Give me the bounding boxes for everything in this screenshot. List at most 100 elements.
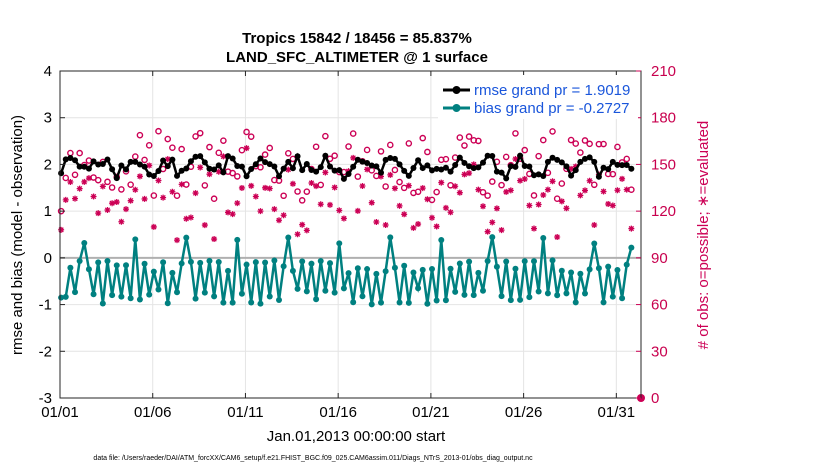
possible-marker — [488, 178, 496, 185]
rmse-point — [364, 160, 371, 167]
bias-point — [187, 258, 194, 265]
rmse-point — [127, 158, 134, 165]
rmse-point — [401, 167, 408, 174]
evaluated-marker — [577, 192, 584, 199]
bias-point — [507, 297, 514, 304]
rmse-point — [192, 153, 199, 160]
bias-point — [257, 300, 264, 307]
evaluated-marker — [373, 218, 380, 225]
possible-marker — [210, 195, 218, 203]
bias-point — [252, 259, 259, 266]
x-tick-label: 01/01 — [41, 404, 79, 421]
bias-point — [350, 299, 357, 306]
bias-point — [67, 264, 74, 271]
bias-point — [313, 296, 320, 303]
evaluated-marker — [331, 184, 338, 191]
bias-point — [378, 299, 385, 306]
rmse-point — [605, 166, 612, 173]
legend-rmse-marker — [452, 86, 461, 94]
bias-point — [150, 268, 157, 275]
possible-marker — [553, 195, 561, 202]
possible-marker — [391, 166, 399, 174]
evaluated-marker — [136, 173, 143, 180]
x-tick-label: 01/06 — [134, 404, 172, 421]
y-tick-label: -3 — [39, 390, 52, 407]
possible-marker — [243, 128, 250, 136]
y-tick-label: -1 — [39, 297, 52, 314]
bias-point — [299, 258, 306, 265]
possible-marker — [498, 181, 505, 189]
rmse-point — [150, 173, 157, 180]
possible-marker — [173, 192, 181, 199]
legend: rmse grand pr = 1.9019 bias grand pr = -… — [438, 75, 638, 119]
possible-marker — [405, 140, 413, 147]
evaluated-marker — [461, 171, 468, 178]
rmse-point — [480, 159, 487, 166]
rmse-point — [252, 161, 259, 168]
bias-point — [336, 240, 343, 247]
bias-point — [382, 268, 389, 275]
evaluated-marker — [174, 237, 181, 244]
evaluated-marker — [572, 163, 579, 170]
rmse-point — [317, 164, 324, 171]
bias-point — [572, 299, 579, 306]
bias-point — [178, 260, 185, 267]
rmse-point — [609, 158, 616, 165]
evaluated-marker — [424, 196, 431, 203]
evaluated-marker — [452, 183, 459, 190]
evaluated-marker — [81, 178, 88, 185]
rmse-point — [382, 156, 389, 163]
possible-marker — [567, 136, 575, 144]
rmse-point — [447, 168, 454, 175]
possible-marker — [145, 142, 153, 149]
bias-point — [174, 289, 181, 296]
possible-marker — [71, 171, 79, 179]
y-tick-labels: -3 -2 -1 0 1 2 3 4 — [39, 63, 52, 407]
y-right-tick-labels: 0 30 60 90 120 150 180 210 — [651, 63, 676, 407]
possible-marker — [502, 153, 510, 161]
rmse-point — [95, 161, 102, 168]
rmse-point — [563, 163, 570, 170]
bias-point — [164, 300, 171, 307]
x-tick-label: 01/16 — [319, 404, 357, 421]
bias-point — [549, 257, 556, 264]
evaluated-marker — [544, 186, 551, 193]
bias-point — [554, 292, 561, 299]
rmse-point — [294, 153, 301, 160]
possible-marker — [512, 130, 519, 137]
possible-marker — [280, 192, 287, 200]
evaluated-marker — [197, 164, 204, 171]
bias-point — [183, 234, 190, 241]
bias-point — [512, 265, 519, 272]
evaluated-marker — [507, 187, 514, 194]
evaluated-marker — [262, 184, 269, 191]
evaluated-marker — [132, 186, 139, 193]
evaluated-marker — [350, 154, 357, 161]
possible-marker — [104, 178, 111, 186]
possible-marker — [614, 143, 621, 151]
possible-marker — [414, 188, 422, 196]
evaluated-marker — [619, 175, 626, 182]
rmse-point — [405, 172, 412, 179]
rmse-point — [225, 153, 232, 160]
rmse-point — [572, 167, 579, 174]
bias-point — [132, 236, 139, 243]
rmse-point — [299, 167, 306, 174]
bias-point — [109, 292, 116, 299]
rmse-point — [123, 166, 130, 173]
bias-point — [308, 260, 315, 267]
evaluated-marker — [609, 202, 616, 209]
possible-marker — [331, 152, 338, 160]
chart-title-line1: Tropics 15842 / 18456 = 85.837% — [242, 30, 472, 47]
bias-point — [373, 270, 380, 277]
evaluated-marker — [127, 197, 134, 204]
y-right-tick-label: 60 — [651, 297, 668, 314]
evaluated-marker — [554, 234, 561, 241]
evaluated-marker — [466, 170, 473, 177]
bias-point — [113, 262, 120, 269]
evaluated-marker — [294, 231, 301, 238]
bias-point — [90, 291, 97, 298]
rmse-point — [99, 161, 106, 168]
rmse-point — [350, 163, 357, 170]
rmse-point — [507, 163, 514, 170]
